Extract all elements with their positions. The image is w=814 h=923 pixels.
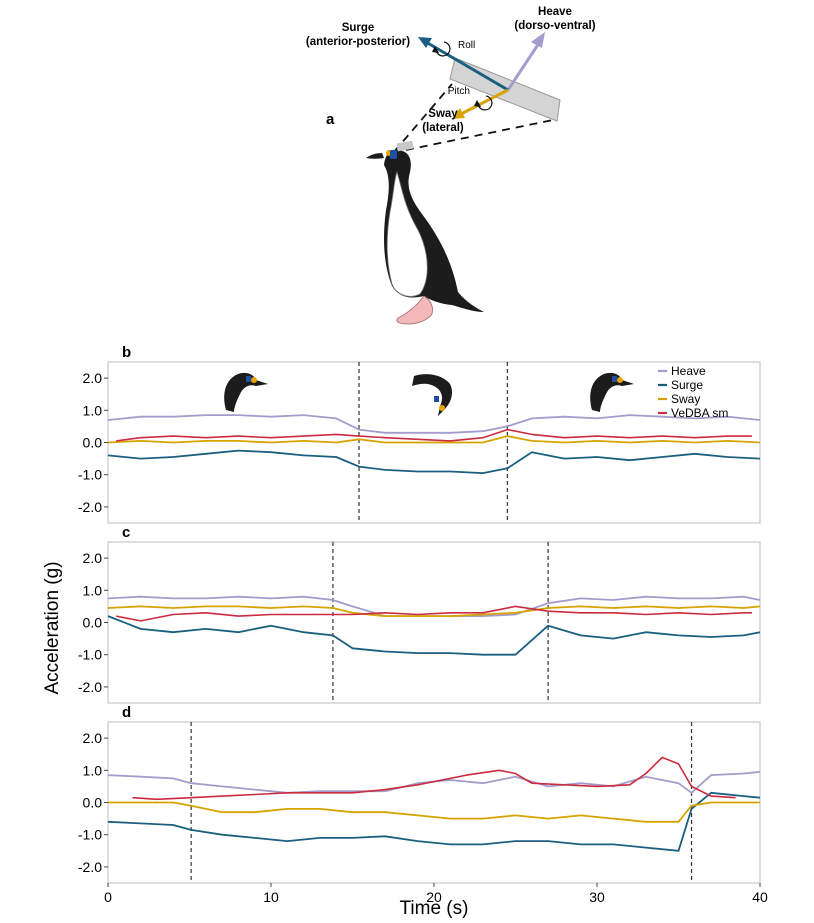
series-line-sway-b <box>107 435 761 444</box>
penguin-illustration <box>366 140 484 325</box>
x-tick-label: 0 <box>104 889 112 905</box>
pitch-label: Pitch <box>448 86 470 97</box>
y-tick-label-b: -2.0 <box>78 499 102 515</box>
dashed-connector-right <box>405 119 554 151</box>
y-tick-label-b: 2.0 <box>83 370 103 386</box>
sway-arrowhead <box>452 108 465 119</box>
sway-label-title: Sway <box>428 108 458 120</box>
panel-a-label: a <box>326 111 335 128</box>
series-line-sway-c <box>107 605 761 617</box>
dashed-connector-left <box>393 83 453 153</box>
surge-axis-arrow <box>425 40 509 92</box>
surge-label-subtitle: (anterior-posterior) <box>306 36 410 48</box>
heave-label-title: Heave <box>538 6 572 18</box>
series-line-heave-b <box>107 414 761 434</box>
surge-label-title: Surge <box>342 22 375 34</box>
penguin-beak <box>366 153 384 159</box>
legend-label-heave: Heave <box>671 364 706 378</box>
x-tick-label: 10 <box>263 889 279 905</box>
y-axis-label: Acceleration (g) <box>42 561 63 694</box>
y-tick-label-b: 1.0 <box>83 402 103 418</box>
heave-axis-arrow <box>506 39 543 91</box>
pitch-rotation-icon <box>474 95 493 111</box>
posture-icon-upright-left <box>224 372 268 412</box>
y-tick-label-c: -2.0 <box>78 679 102 695</box>
series-line-surge-b <box>107 449 761 475</box>
y-tick-label-c: -1.0 <box>78 647 102 663</box>
panel-label-d: d <box>122 704 131 721</box>
panel-label-c: c <box>122 524 130 541</box>
chart-panel-c: c -2.0 -1.0 0.0 1.0 2.0 <box>78 524 761 704</box>
sway-axis-arrow <box>458 88 509 117</box>
logger-device <box>390 150 397 159</box>
y-tick-label-d: -2.0 <box>78 859 102 875</box>
chart-panel-b: b -2.0 -1.0 0.0 1.0 2.0 <box>78 344 761 524</box>
plot-frame-c <box>107 541 761 704</box>
legend-label-surge: Surge <box>671 378 703 392</box>
series-line-vedba-sm-d <box>132 756 736 801</box>
panel-label-b: b <box>122 344 131 361</box>
y-tick-label-d: 0.0 <box>83 795 103 811</box>
x-tick-label: 40 <box>752 889 768 905</box>
y-tick-label-d: 2.0 <box>83 730 103 746</box>
sway-label-subtitle: (lateral) <box>422 122 464 134</box>
axes-diagram: a Surge (anterior-posterior) Heave (dors… <box>306 6 596 325</box>
heave-label-subtitle: (dorso-ventral) <box>514 20 595 32</box>
y-tick-label-b: -1.0 <box>78 467 102 483</box>
chart-panel-d: d -2.0 -1.0 0.0 1.0 2.0 0 10 20 30 40 <box>78 704 768 905</box>
acceleration-charts: b -2.0 -1.0 0.0 1.0 2.0 c -2.0 -1.0 0.0 1.0 2.0 d -… <box>78 344 768 905</box>
series-line-vedba-sm-c <box>116 605 752 622</box>
heave-arrowhead <box>531 32 545 48</box>
y-tick-label-d: -1.0 <box>78 827 102 843</box>
x-axis-label: Time (s) <box>400 898 469 919</box>
penguin-foot <box>396 295 433 325</box>
y-tick-label-c: 0.0 <box>83 615 103 631</box>
legend-label-vedba-sm: VeDBA sm <box>671 406 728 420</box>
surge-arrowhead <box>418 37 432 48</box>
y-tick-label-c: 1.0 <box>83 582 103 598</box>
series-line-surge-d <box>107 791 761 852</box>
plot-frame-d <box>107 721 761 884</box>
series-line-surge-c <box>107 615 761 656</box>
legend-label-sway: Sway <box>671 392 700 406</box>
x-tick-label: 20 <box>426 889 442 905</box>
logger-tag-plate <box>396 140 414 152</box>
x-tick-label: 30 <box>589 889 605 905</box>
series-line-sway-d <box>108 801 760 823</box>
y-tick-label-c: 2.0 <box>83 550 103 566</box>
posture-icon-bent-middle <box>412 374 452 416</box>
y-tick-label-b: 0.0 <box>83 435 103 451</box>
series-line-vedba-sm-b <box>116 428 752 442</box>
penguin-belly <box>386 170 428 297</box>
posture-icon-upright-right <box>590 372 634 412</box>
roll-label: Roll <box>458 40 475 51</box>
y-tick-label-d: 1.0 <box>83 762 103 778</box>
series-line-heave-d <box>107 771 761 794</box>
roll-rotation-icon <box>432 41 451 57</box>
